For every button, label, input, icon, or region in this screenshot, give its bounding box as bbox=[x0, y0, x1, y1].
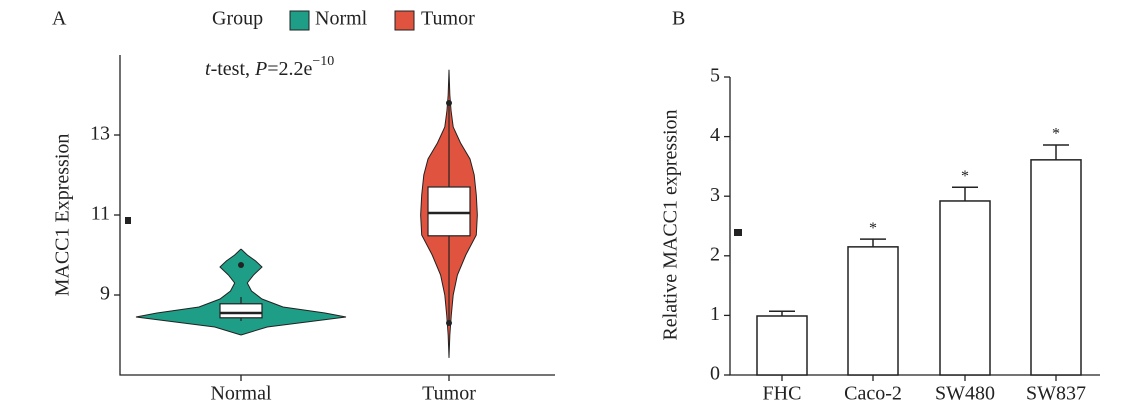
y-tick-label: 5 bbox=[710, 65, 720, 87]
violin-outline bbox=[448, 69, 478, 358]
y-tick-label: 2 bbox=[710, 243, 720, 265]
violin bbox=[241, 249, 346, 335]
bar bbox=[847, 246, 899, 376]
y-tick-label: 1 bbox=[710, 303, 720, 325]
significance: * bbox=[961, 168, 969, 185]
violin-outline bbox=[420, 69, 450, 358]
y-axis-label: MACC1 Expression bbox=[52, 134, 74, 297]
outlier bbox=[446, 320, 452, 326]
outlier bbox=[446, 100, 452, 106]
annotation-part: -test, bbox=[211, 58, 255, 80]
legend-swatch bbox=[289, 10, 310, 31]
x-tick-label: Caco-2 bbox=[844, 383, 902, 405]
x-tick-label: SW837 bbox=[1026, 383, 1086, 405]
box bbox=[219, 303, 263, 319]
y-tick-label: 3 bbox=[710, 184, 720, 206]
significance: * bbox=[1052, 126, 1060, 143]
bar bbox=[756, 315, 808, 376]
annotation-part: P bbox=[254, 58, 267, 80]
significance: * bbox=[869, 220, 877, 237]
annotation-part: =2.2e bbox=[267, 58, 312, 80]
y-axis-label: Relative MACC1 expression bbox=[660, 109, 682, 340]
x-tick-label: Normal bbox=[210, 383, 272, 405]
annotation: t-test, P=2.2e−10 bbox=[205, 54, 334, 79]
legend-title: Group bbox=[212, 8, 263, 30]
outlier bbox=[238, 262, 244, 268]
y-tick-label: 11 bbox=[91, 203, 110, 225]
artifact bbox=[734, 229, 742, 236]
legend-label: Norml bbox=[315, 8, 368, 30]
legend-label: Tumor bbox=[421, 8, 475, 30]
annotation-part: −10 bbox=[312, 54, 334, 69]
x-tick-label: FHC bbox=[763, 383, 802, 405]
x-tick-label: Tumor bbox=[422, 383, 476, 405]
violin-outline bbox=[135, 248, 242, 336]
legend-swatch bbox=[394, 10, 415, 31]
y-tick-label: 13 bbox=[90, 123, 110, 145]
y-tick-label: 0 bbox=[710, 363, 720, 385]
annotation-part: t bbox=[205, 58, 211, 80]
bar bbox=[939, 200, 991, 376]
artifact bbox=[125, 217, 131, 224]
violin bbox=[136, 249, 241, 335]
y-tick-label: 9 bbox=[100, 283, 110, 305]
panel-label: A bbox=[52, 8, 67, 30]
panel-label: B bbox=[672, 8, 685, 30]
bar bbox=[1030, 159, 1082, 376]
axis bbox=[119, 55, 555, 376]
x-tick-label: SW480 bbox=[935, 383, 995, 405]
box bbox=[427, 186, 471, 237]
violin-outline bbox=[240, 248, 347, 336]
y-tick-label: 4 bbox=[710, 124, 720, 146]
